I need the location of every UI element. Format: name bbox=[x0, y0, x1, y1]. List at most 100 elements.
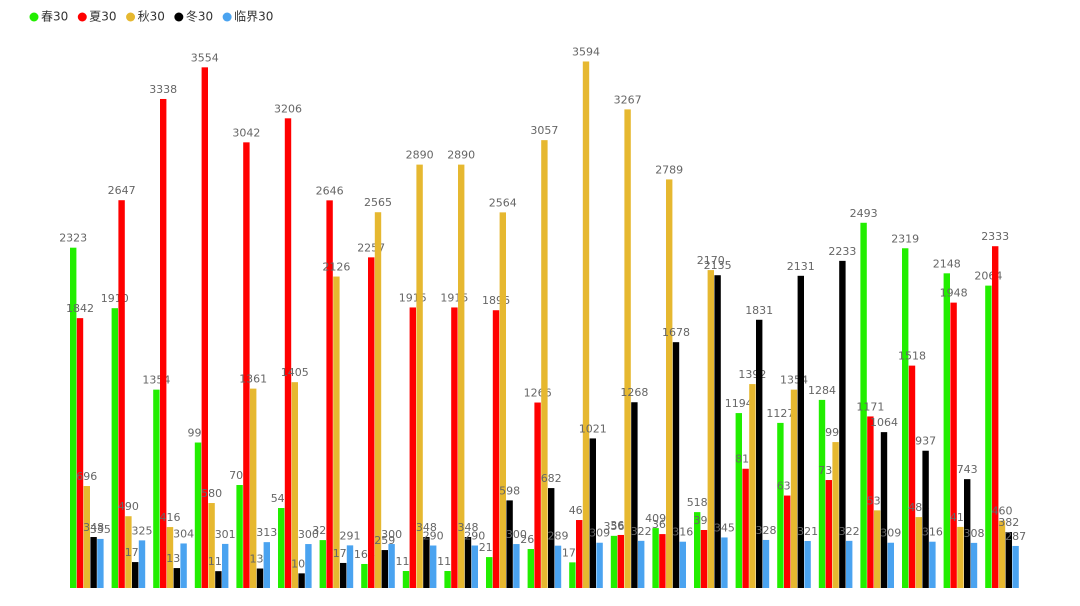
data-label: 3594 bbox=[572, 45, 600, 58]
data-label: 1268 bbox=[620, 386, 648, 399]
bar bbox=[381, 550, 388, 588]
bar bbox=[756, 319, 763, 588]
data-label: 301 bbox=[215, 528, 236, 541]
bar bbox=[291, 382, 298, 588]
data-label: 2233 bbox=[828, 245, 856, 258]
bar bbox=[70, 247, 77, 589]
bar bbox=[887, 542, 894, 588]
bar bbox=[527, 549, 534, 588]
bar bbox=[784, 495, 791, 588]
data-label: 259 bbox=[374, 534, 395, 547]
data-label: 2565 bbox=[364, 196, 392, 209]
bar bbox=[506, 500, 513, 588]
bar bbox=[319, 540, 326, 588]
bar bbox=[166, 527, 174, 588]
bar bbox=[256, 568, 264, 588]
data-label: 682 bbox=[541, 472, 562, 485]
bar bbox=[458, 164, 465, 589]
data-label: 300 bbox=[381, 528, 402, 541]
data-label: 322 bbox=[839, 525, 860, 538]
bar bbox=[208, 503, 215, 588]
data-label: 1831 bbox=[745, 304, 773, 317]
bar bbox=[374, 212, 382, 589]
data-label: 2319 bbox=[891, 232, 919, 245]
legend-marker bbox=[222, 12, 232, 22]
data-label: 1678 bbox=[662, 326, 690, 339]
bar bbox=[804, 540, 811, 588]
data-label: 490 bbox=[118, 500, 139, 513]
bar bbox=[305, 544, 312, 588]
data-label: 2126 bbox=[322, 261, 350, 274]
bar bbox=[666, 179, 673, 588]
data-label: 2789 bbox=[655, 163, 683, 176]
data-label: 2131 bbox=[787, 260, 815, 273]
bar bbox=[160, 98, 167, 588]
data-label: 335 bbox=[90, 523, 111, 536]
legend-marker bbox=[126, 12, 136, 22]
bar bbox=[118, 200, 125, 589]
bar bbox=[554, 545, 562, 588]
bar bbox=[326, 200, 333, 588]
data-label: 3057 bbox=[530, 124, 558, 137]
data-label: 325 bbox=[132, 524, 153, 537]
bar bbox=[922, 450, 929, 588]
bar bbox=[194, 442, 202, 588]
data-label: 1948 bbox=[940, 287, 968, 300]
data-label: 409 bbox=[645, 512, 666, 525]
data-label: 518 bbox=[687, 496, 708, 509]
data-label: 291 bbox=[340, 529, 361, 542]
data-label: 3338 bbox=[149, 83, 177, 96]
bar bbox=[1005, 532, 1012, 588]
bar bbox=[340, 562, 347, 588]
data-label: 2493 bbox=[850, 207, 878, 220]
data-label: 1284 bbox=[808, 384, 836, 397]
bar bbox=[569, 562, 576, 588]
bar bbox=[659, 534, 666, 588]
data-label: 356 bbox=[604, 520, 625, 533]
bar bbox=[125, 516, 132, 588]
data-label: 416 bbox=[160, 511, 181, 524]
bar bbox=[679, 541, 686, 588]
bar bbox=[992, 246, 999, 588]
bar bbox=[694, 512, 701, 588]
bar bbox=[284, 118, 292, 589]
bar bbox=[534, 402, 541, 588]
legend-label: 秋30 bbox=[138, 10, 165, 24]
bar bbox=[582, 61, 590, 588]
bar bbox=[950, 302, 957, 588]
bar bbox=[513, 544, 520, 588]
bar bbox=[402, 571, 410, 588]
data-label: 1021 bbox=[579, 422, 607, 435]
bar bbox=[132, 562, 139, 588]
bar bbox=[361, 563, 368, 588]
bar bbox=[825, 480, 832, 588]
bar bbox=[90, 537, 97, 588]
legend-label: 临界30 bbox=[234, 10, 273, 24]
bar bbox=[874, 510, 881, 588]
bar bbox=[388, 544, 395, 588]
bar bbox=[278, 508, 285, 588]
bar bbox=[97, 538, 104, 588]
bar bbox=[430, 545, 437, 588]
legend-marker bbox=[77, 12, 87, 22]
legend-marker bbox=[174, 12, 184, 22]
bar bbox=[832, 442, 839, 588]
bar bbox=[1012, 545, 1019, 588]
bar bbox=[762, 539, 770, 588]
data-label: 2890 bbox=[406, 149, 434, 162]
data-label: 1361 bbox=[239, 373, 267, 386]
bar bbox=[222, 543, 229, 588]
data-label: 2564 bbox=[489, 196, 517, 209]
bar bbox=[298, 573, 305, 588]
bar bbox=[998, 520, 1006, 588]
bar bbox=[943, 273, 950, 588]
data-label: 1194 bbox=[725, 397, 753, 410]
bar bbox=[138, 540, 146, 588]
data-label: 937 bbox=[915, 435, 936, 448]
bar bbox=[76, 318, 84, 588]
bar bbox=[486, 557, 493, 588]
bar bbox=[631, 402, 638, 588]
data-label: 743 bbox=[957, 463, 978, 476]
data-label: 2647 bbox=[108, 184, 136, 197]
bar bbox=[346, 545, 354, 588]
